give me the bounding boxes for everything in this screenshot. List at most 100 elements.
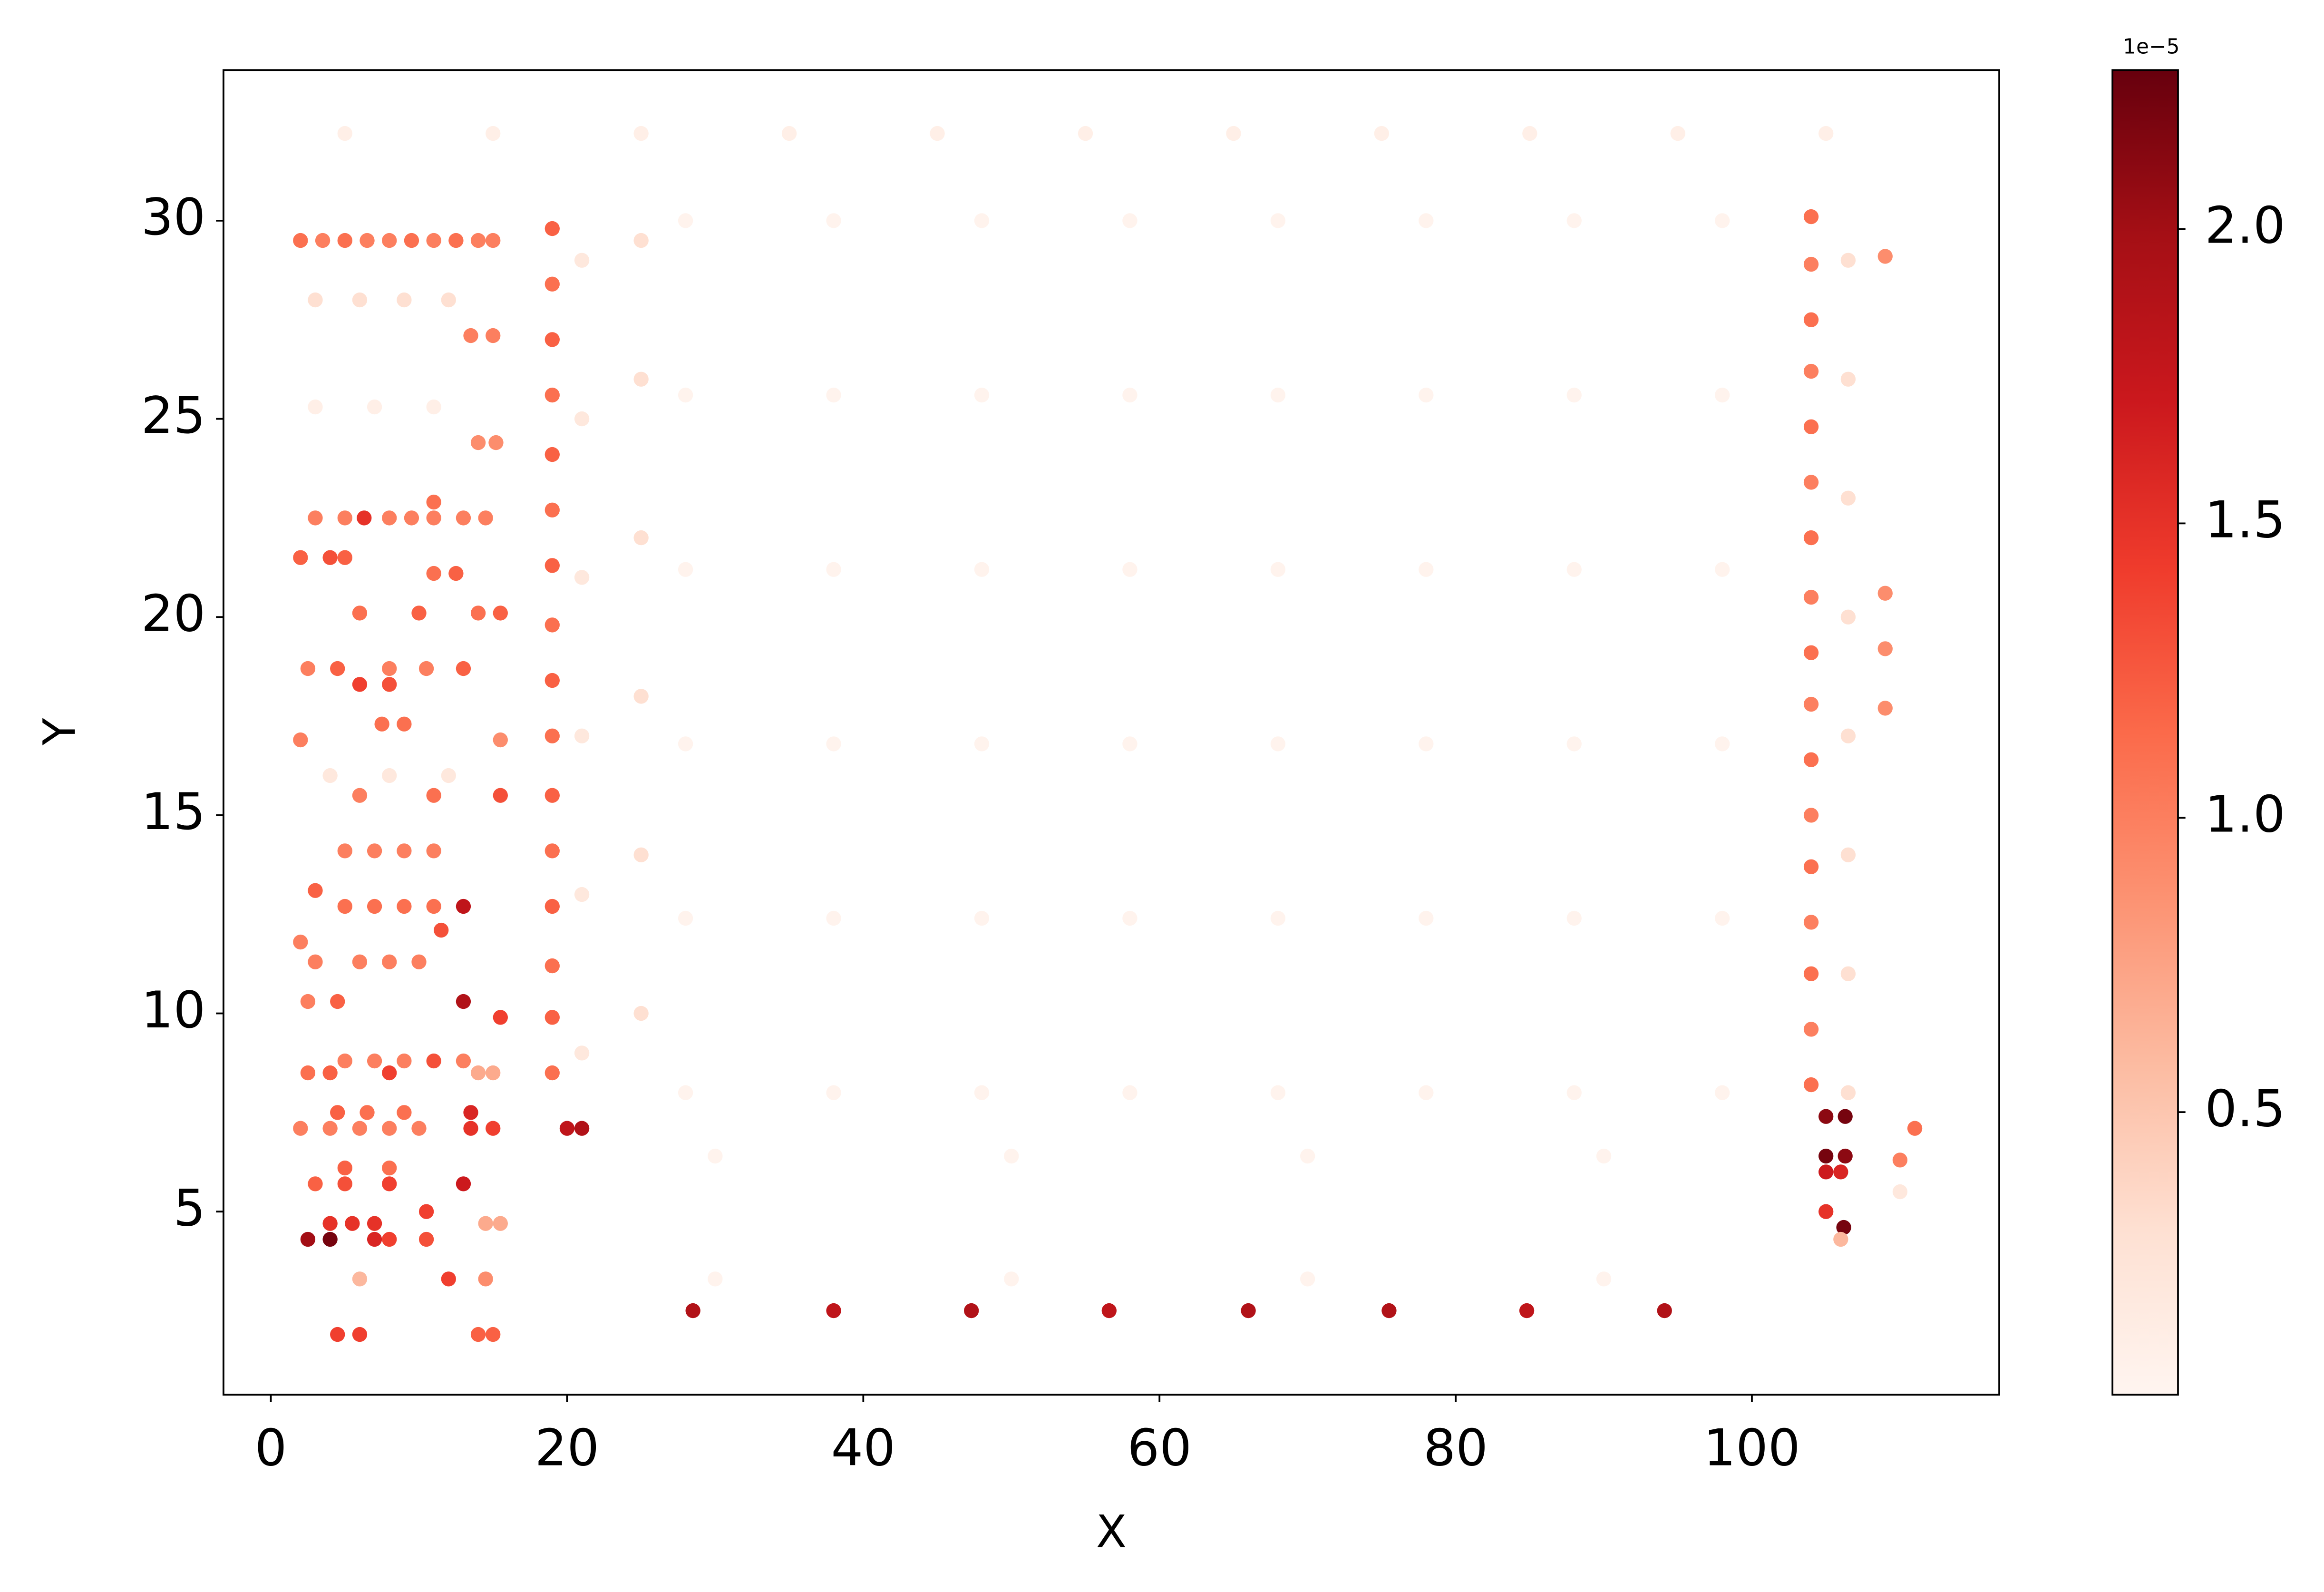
point	[1419, 387, 1434, 403]
point	[382, 1176, 397, 1192]
point	[382, 1160, 397, 1176]
point	[685, 1303, 700, 1319]
point	[633, 689, 649, 704]
point	[826, 910, 841, 926]
point	[411, 1121, 427, 1136]
point	[411, 606, 427, 621]
point	[330, 994, 345, 1009]
point	[367, 843, 382, 859]
point	[404, 233, 419, 248]
point	[574, 1121, 590, 1136]
point	[322, 1065, 338, 1081]
point	[1419, 1085, 1434, 1100]
point	[337, 1176, 352, 1192]
point	[352, 677, 368, 692]
point	[1877, 641, 1893, 656]
point	[418, 1204, 434, 1219]
point	[1803, 475, 1819, 490]
point	[493, 606, 508, 621]
point	[426, 399, 441, 415]
point	[826, 387, 841, 403]
point	[1907, 1121, 1923, 1136]
point	[1892, 1152, 1908, 1168]
point	[545, 899, 560, 914]
point	[493, 788, 508, 803]
point	[322, 1216, 338, 1231]
point	[456, 1053, 471, 1069]
point	[1657, 1303, 1672, 1319]
point	[633, 1006, 649, 1021]
point	[930, 126, 945, 141]
point	[1838, 1148, 1853, 1164]
point	[974, 213, 990, 228]
point	[330, 1105, 345, 1120]
point	[456, 661, 471, 676]
point	[352, 292, 368, 308]
point	[574, 411, 590, 427]
point	[574, 253, 590, 268]
point	[486, 1065, 501, 1081]
point	[1840, 966, 1856, 981]
point	[633, 371, 649, 387]
point	[545, 332, 560, 347]
point	[382, 954, 397, 969]
point	[1818, 1204, 1834, 1219]
point	[308, 1176, 323, 1192]
plot-area	[223, 70, 2000, 1395]
point	[1566, 213, 1582, 228]
point	[1715, 387, 1730, 403]
point	[308, 954, 323, 969]
point	[426, 1053, 441, 1069]
point	[448, 566, 464, 581]
point	[493, 732, 508, 748]
point	[1803, 696, 1819, 712]
point	[293, 1121, 308, 1136]
point	[781, 126, 797, 141]
point	[545, 558, 560, 573]
point	[397, 716, 412, 732]
y-tick-label: 25	[141, 386, 206, 445]
colorbar	[2111, 69, 2179, 1396]
point	[1566, 562, 1582, 577]
point	[382, 510, 397, 526]
point	[974, 1085, 990, 1100]
colorbar-offset: 1e−5	[2123, 34, 2180, 59]
x-tick-label: 20	[535, 1419, 600, 1478]
point	[382, 661, 397, 676]
point	[337, 1053, 352, 1069]
point	[1004, 1148, 1019, 1164]
point	[293, 934, 308, 950]
y-tick-label: 20	[141, 585, 206, 644]
point	[352, 954, 368, 969]
point	[1803, 256, 1819, 272]
point	[337, 899, 352, 914]
point	[1803, 363, 1819, 379]
point	[367, 1231, 382, 1247]
point	[545, 1065, 560, 1081]
point	[633, 847, 649, 862]
y-tick-label: 15	[141, 782, 206, 841]
point	[397, 1105, 412, 1120]
point	[486, 328, 501, 343]
point	[1840, 490, 1856, 506]
point	[1300, 1271, 1315, 1287]
point	[352, 606, 368, 621]
point	[1840, 728, 1856, 743]
point	[441, 292, 456, 308]
x-tick-label: 80	[1423, 1419, 1488, 1478]
point	[337, 843, 352, 859]
point	[300, 1231, 316, 1247]
point	[1840, 609, 1856, 625]
point	[1122, 387, 1138, 403]
point	[367, 899, 382, 914]
point	[545, 728, 560, 743]
point	[411, 954, 427, 969]
point	[352, 788, 368, 803]
point	[322, 1231, 338, 1247]
point	[826, 1303, 841, 1319]
point	[1840, 371, 1856, 387]
point	[486, 126, 501, 141]
point	[456, 994, 471, 1009]
point	[1381, 1303, 1397, 1319]
